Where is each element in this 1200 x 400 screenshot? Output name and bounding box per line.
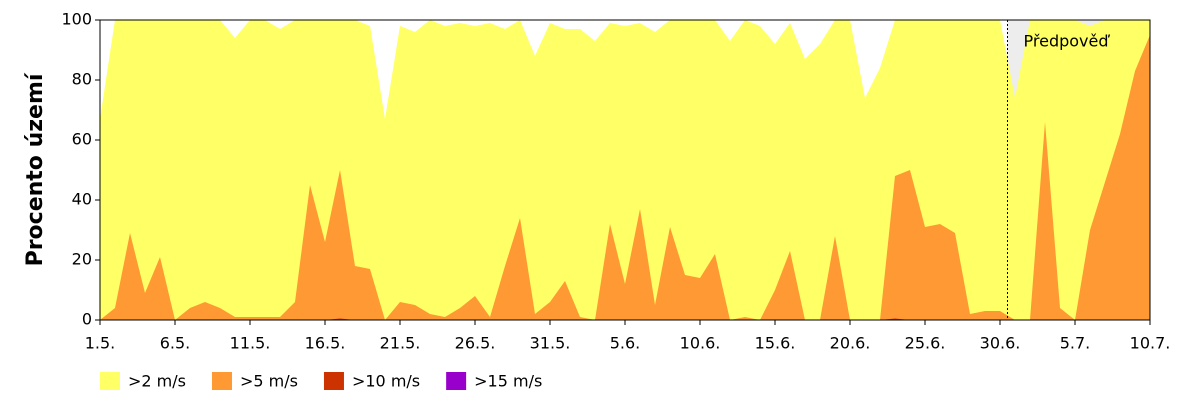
y-tick-label: 0 bbox=[82, 310, 92, 329]
x-tick-label: 10.7. bbox=[1130, 334, 1171, 353]
x-tick-label: 15.6. bbox=[755, 334, 796, 353]
area bbox=[100, 35, 1150, 320]
y-tick-label: 100 bbox=[61, 10, 92, 29]
y-axis-title: Procento území bbox=[23, 72, 48, 266]
x-tick-label: 1.5. bbox=[85, 334, 116, 353]
y-tick-label: 20 bbox=[72, 250, 92, 269]
legend-swatch bbox=[446, 372, 467, 390]
x-tick-label: 6.5. bbox=[160, 334, 191, 353]
x-tick-label: 25.6. bbox=[905, 334, 946, 353]
legend-text: >5 m/s bbox=[240, 372, 298, 391]
legend-swatch bbox=[323, 372, 344, 390]
x-tick-label: 11.5. bbox=[230, 334, 271, 353]
x-tick-label: 5.6. bbox=[610, 334, 641, 353]
y-tick-label: 40 bbox=[72, 190, 92, 209]
x-tick-label: 30.6. bbox=[980, 334, 1021, 353]
x-tick-label: 20.6. bbox=[830, 334, 871, 353]
x-tick-label: 31.5. bbox=[530, 334, 571, 353]
legend-text: >15 m/s bbox=[474, 372, 542, 391]
annotation: Předpověď bbox=[1024, 32, 1111, 51]
area bbox=[100, 20, 1150, 320]
y-tick-label: 80 bbox=[72, 70, 92, 89]
legend-swatch bbox=[211, 372, 232, 390]
legend-text: >2 m/s bbox=[128, 372, 186, 391]
x-tick-label: 10.6. bbox=[680, 334, 721, 353]
x-tick-label: 26.5. bbox=[455, 334, 496, 353]
legend-text: >10 m/s bbox=[352, 372, 420, 391]
x-tick-label: 16.5. bbox=[305, 334, 346, 353]
x-tick-label: 21.5. bbox=[380, 334, 421, 353]
x-tick-label: 5.7. bbox=[1060, 334, 1091, 353]
y-tick-label: 60 bbox=[72, 130, 92, 149]
legend-swatch bbox=[100, 372, 120, 390]
